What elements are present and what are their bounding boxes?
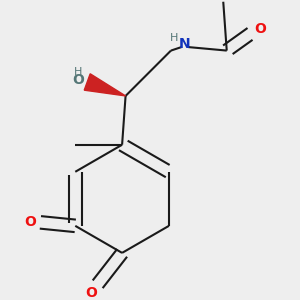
Text: O: O [73, 73, 84, 87]
Text: H: H [170, 33, 178, 43]
Text: N: N [179, 37, 191, 51]
Text: O: O [254, 22, 266, 36]
Polygon shape [84, 74, 126, 96]
Text: H: H [74, 67, 83, 76]
Text: O: O [85, 286, 97, 300]
Text: O: O [25, 215, 37, 230]
